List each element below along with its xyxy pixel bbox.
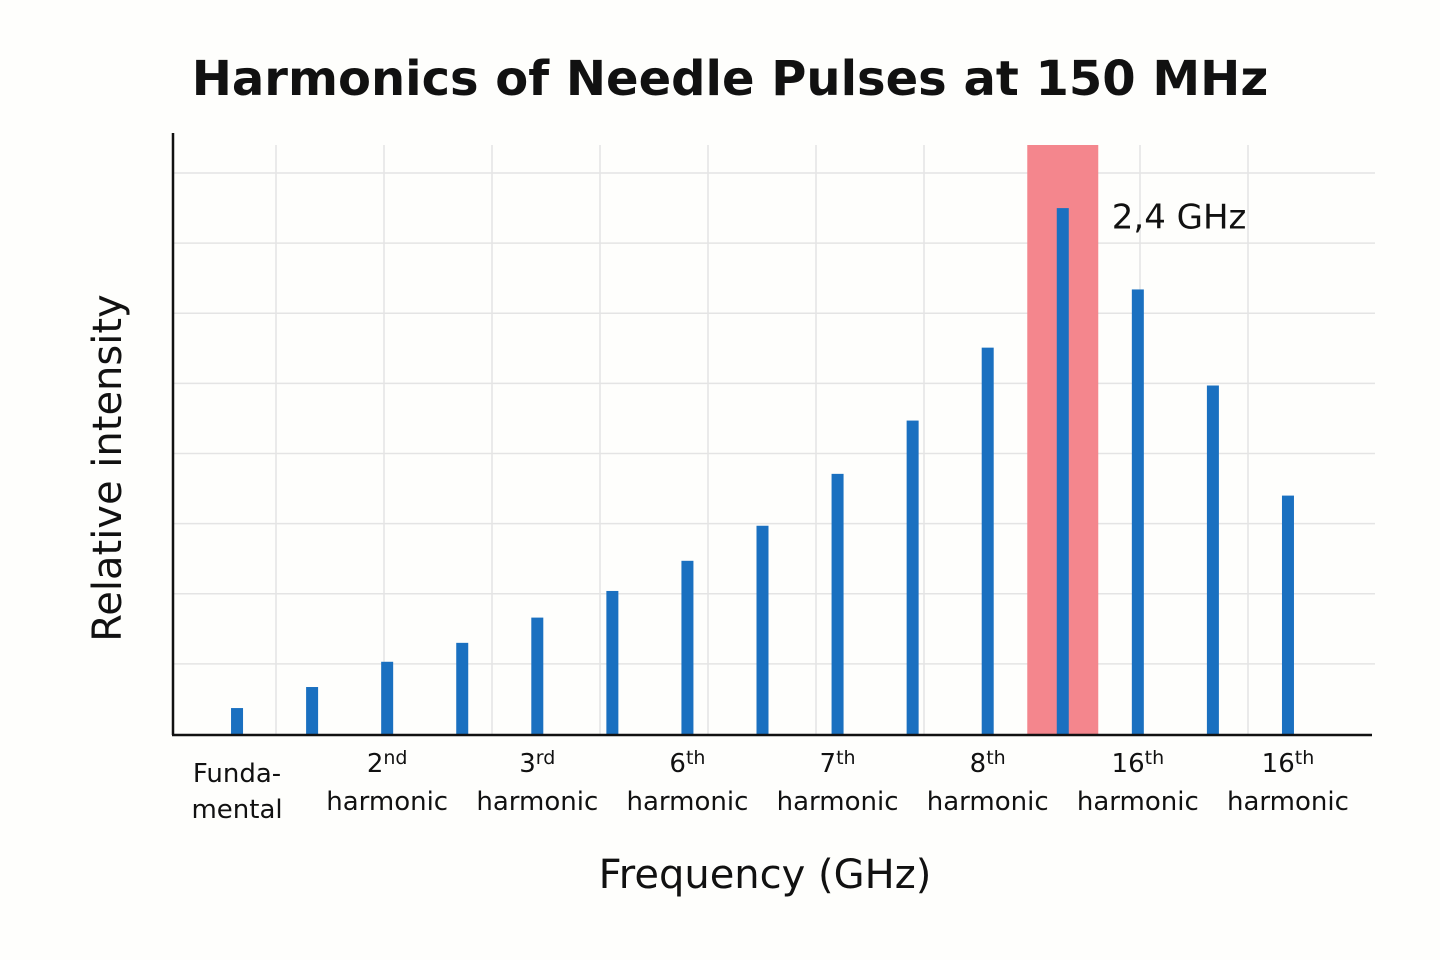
- x-axis-label: Frequency (GHz): [599, 852, 932, 898]
- x-tick-label: 16th harmonic: [1227, 747, 1349, 817]
- bar: [906, 420, 919, 734]
- bar: [831, 473, 844, 734]
- bar: [1056, 208, 1069, 734]
- bar: [1131, 289, 1144, 734]
- bar: [1281, 495, 1294, 734]
- bar: [606, 590, 619, 734]
- bar: [381, 661, 394, 734]
- bar: [231, 708, 244, 734]
- axes: [171, 133, 1372, 737]
- bar: [681, 560, 694, 734]
- bar: [456, 642, 469, 734]
- x-tick-label: 8th harmonic: [927, 747, 1049, 817]
- annotation: 2,4 GHz: [1112, 198, 1247, 238]
- bar: [981, 347, 994, 734]
- bar: [1206, 385, 1219, 734]
- x-tick-label: 3rd harmonic: [476, 747, 598, 817]
- bar: [756, 525, 769, 734]
- marks: [231, 145, 1294, 734]
- x-tick-label: Funda-mental: [191, 759, 282, 825]
- x-tick-label: 6th harmonic: [626, 747, 748, 817]
- bar: [306, 687, 319, 734]
- chart-title: Harmonics of Needle Pulses at 150 MHz: [192, 51, 1269, 107]
- y-axis-label: Relative intensity: [85, 294, 131, 641]
- bar: [531, 617, 544, 734]
